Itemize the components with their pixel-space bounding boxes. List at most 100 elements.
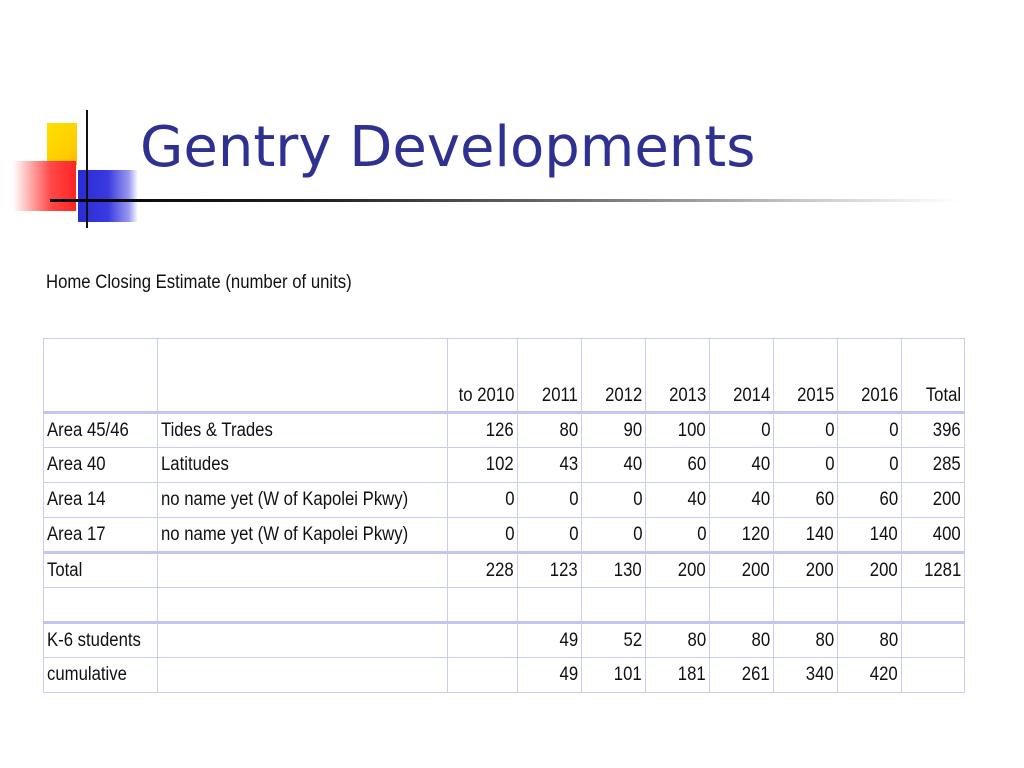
table-header-row: to 2010 2011 2012 2013 2014 2015 2016 Total (43, 338, 966, 414)
logo-yellow-square (47, 123, 77, 165)
table-cell (156, 657, 448, 693)
table-cell: 261 (709, 657, 775, 693)
cell-text: Latitudes (160, 454, 229, 475)
cell-text: 2016 (860, 385, 899, 406)
table-cell (773, 587, 839, 623)
table-cell: 52 (581, 621, 647, 658)
table-cell (156, 587, 448, 623)
table-cell (446, 621, 519, 658)
cell-text: 400 (933, 523, 962, 545)
table-cell (709, 587, 775, 623)
table-cell (901, 657, 966, 693)
table-cell: 123 (517, 551, 583, 588)
table-cell (581, 587, 647, 623)
cell-text: 285 (933, 454, 962, 475)
cell-text: 0 (568, 489, 579, 510)
table-row: Area 17 no name yet (W of Kapolei Pkwy) 0 0… (43, 517, 966, 553)
table-row: Area 45/46 Tides & Trades 126 80 90 100 0 0 0 396 (43, 412, 966, 448)
cell-text: 101 (614, 664, 643, 685)
table-row: Total 228 123 130 200 200 200 200 1281 (43, 551, 966, 588)
table-row: cumulative 49 101 181 261 340 420 (43, 657, 966, 693)
table-cell: 0 (581, 517, 647, 553)
table-cell: Area 17 (43, 517, 158, 553)
cell-text: 0 (760, 419, 771, 441)
table-cell: 200 (837, 551, 903, 588)
table-cell: 120 (709, 517, 775, 553)
cell-text: Area 14 (47, 489, 106, 510)
table-cell: Tides & Trades (156, 412, 448, 448)
cell-text: Area 40 (47, 454, 106, 475)
cell-text: 140 (870, 523, 899, 545)
cell-text: 80 (687, 629, 707, 651)
table-caption: Home Closing Estimate (number of units) (46, 272, 352, 293)
cell-text: Area 17 (47, 523, 106, 545)
cell-text: 40 (751, 489, 771, 510)
table-header-cell: 2016 (837, 338, 903, 414)
table-cell: 40 (581, 447, 647, 483)
table-cell: 80 (709, 621, 775, 658)
table-cell: Total (43, 551, 158, 588)
table-cell: Latitudes (156, 447, 448, 483)
slide-title: Gentry Developments (140, 115, 756, 180)
table-header-cell: Total (901, 338, 966, 414)
table-cell: no name yet (W of Kapolei Pkwy) (156, 517, 448, 553)
cell-text: 90 (623, 419, 643, 441)
table-cell: 420 (837, 657, 903, 693)
logo-red-square (13, 161, 76, 211)
cell-text: 200 (678, 559, 707, 581)
table-cell: 0 (446, 482, 519, 518)
cell-text: 49 (559, 629, 579, 651)
cell-text: 2013 (668, 385, 707, 406)
cell-text: 52 (623, 629, 643, 651)
table-cell: 400 (901, 517, 966, 553)
table-cell: 200 (709, 551, 775, 588)
table-cell: 200 (645, 551, 711, 588)
table-cell: 0 (645, 517, 711, 553)
table-cell (645, 587, 711, 623)
table-cell: 340 (773, 657, 839, 693)
cell-text: no name yet (W of Kapolei Pkwy) (160, 489, 408, 510)
table-cell (901, 587, 966, 623)
cell-text: 80 (559, 419, 579, 441)
cell-text: 200 (806, 559, 835, 581)
cell-text: 200 (742, 559, 771, 581)
home-closing-table: to 2010 2011 2012 2013 2014 2015 2016 Total Area… (43, 338, 966, 693)
cell-text: 0 (824, 454, 835, 475)
table-header-cell: to 2010 (446, 338, 519, 414)
table-cell: 49 (517, 621, 583, 658)
table-row: K-6 students 49 52 80 80 80 80 (43, 621, 966, 658)
table-cell: no name yet (W of Kapolei Pkwy) (156, 482, 448, 518)
table-cell: 0 (773, 412, 839, 448)
table-header-cell: 2011 (517, 338, 583, 414)
cell-text: no name yet (W of Kapolei Pkwy) (160, 523, 408, 545)
table-cell: 0 (517, 482, 583, 518)
table-cell: 200 (773, 551, 839, 588)
cell-text: 1281 (923, 559, 962, 581)
table-cell: 80 (517, 412, 583, 448)
table-row (43, 587, 966, 623)
table-cell: 60 (773, 482, 839, 518)
cell-text: 0 (632, 523, 643, 545)
cell-text: to 2010 (458, 385, 515, 406)
table-header-cell: 2014 (709, 338, 775, 414)
table-cell: 100 (645, 412, 711, 448)
table-cell: Area 45/46 (43, 412, 158, 448)
table-cell: Area 40 (43, 447, 158, 483)
table-cell: 40 (709, 482, 775, 518)
cell-text: 0 (824, 419, 835, 441)
cell-text: 181 (678, 664, 707, 685)
cell-text: 0 (888, 419, 899, 441)
table-cell: 130 (581, 551, 647, 588)
table-cell: 0 (517, 517, 583, 553)
table-cell: 228 (446, 551, 519, 588)
table-cell: 80 (837, 621, 903, 658)
table-cell: 0 (837, 412, 903, 448)
cell-text: 60 (687, 454, 707, 475)
cell-text: Area 45/46 (47, 419, 129, 441)
cell-text: 2015 (796, 385, 835, 406)
cell-text: 60 (879, 489, 899, 510)
table-cell: 60 (645, 447, 711, 483)
cell-text: 420 (870, 664, 899, 685)
cell-text: 123 (550, 559, 579, 581)
cell-text: 2011 (542, 385, 579, 406)
